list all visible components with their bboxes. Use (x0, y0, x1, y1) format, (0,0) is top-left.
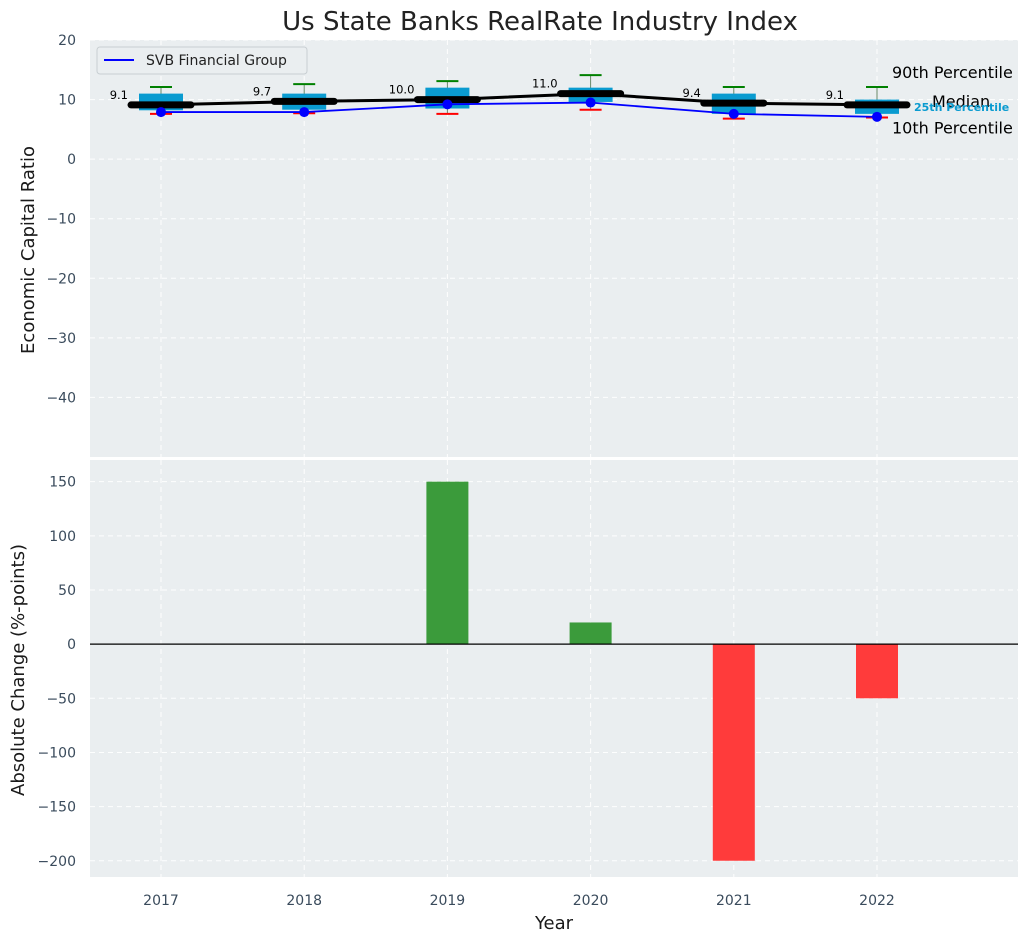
top-gridlines (90, 39, 1018, 457)
bottom-panel: 150 100 50 0 −50 −100 −150 −200 2017 2018 2019 202… (38, 460, 1018, 909)
median-value-label: 10.0 (389, 83, 415, 97)
svb-point (299, 107, 310, 118)
svb-line (161, 101, 878, 118)
median-value-label: 9.7 (253, 84, 271, 98)
annotation-median: Median (932, 92, 990, 111)
bottom-y-tick-label: −50 (46, 691, 76, 707)
legend: SVB Financial Group (96, 46, 308, 75)
bottom-y-axis-title: Absolute Change (%-points) (8, 544, 29, 796)
x-tick-label: 2018 (286, 893, 322, 909)
top-boxes: 9.1 9.7 10.0 11.0 9.4 9.1 (110, 74, 911, 120)
x-tick-label: 2017 (143, 893, 179, 909)
bottom-y-tick-label: 100 (49, 529, 76, 545)
bottom-y-tick-label: 150 (49, 475, 76, 491)
top-y-ticks: 20 10 0 −10 −20 −30 −40 (46, 33, 76, 406)
x-axis-title: Year (534, 913, 574, 934)
bottom-y-tick-label: −200 (38, 854, 76, 870)
top-y-tick-label: 20 (58, 33, 76, 49)
bottom-y-tick-label: −150 (38, 800, 76, 816)
median-value-label: 9.1 (110, 88, 128, 102)
x-tick-label: 2019 (430, 893, 466, 909)
legend-label-svb: SVB Financial Group (146, 53, 287, 69)
bottom-y-tick-label: −100 (38, 745, 76, 761)
top-y-tick-label: −20 (46, 271, 76, 287)
bottom-bars (90, 481, 1018, 861)
median-value-label: 9.1 (826, 88, 844, 102)
svb-point (442, 99, 453, 110)
bottom-x-ticks: 2017 2018 2019 2020 2021 2022 (143, 893, 895, 909)
top-series (156, 97, 882, 122)
change-bar (569, 622, 612, 645)
top-y-tick-label: 0 (67, 152, 76, 168)
x-tick-label: 2020 (573, 893, 609, 909)
median-value-label: 9.4 (683, 86, 701, 100)
legend-box (96, 46, 308, 75)
change-bar (712, 644, 755, 861)
top-y-tick-label: −30 (46, 331, 76, 347)
change-bar (426, 481, 469, 645)
top-y-tick-label: 10 (58, 93, 76, 109)
svb-point (728, 108, 739, 119)
bottom-y-ticks: 150 100 50 0 −50 −100 −150 −200 (38, 475, 76, 870)
bottom-y-tick-label: 50 (58, 583, 76, 599)
top-y-tick-label: −40 (46, 390, 76, 406)
top-y-axis-title: Economic Capital Ratio (18, 146, 39, 354)
x-tick-label: 2022 (859, 893, 895, 909)
top-panel: 20 10 0 −10 −20 −30 −40 9.1 9.7 10.0 11.0 9.4 9.1 9… (46, 33, 1018, 457)
annotation-p25: 25th Percentile (914, 101, 1009, 114)
chart-title: Us State Banks RealRate Industry Index (282, 7, 798, 37)
annotation-p10: 10th Percentile (892, 118, 1013, 137)
change-bar (856, 644, 898, 699)
bottom-y-tick-label: 0 (67, 637, 76, 653)
top-y-tick-label: −10 (46, 212, 76, 228)
svb-point (156, 107, 166, 118)
svb-point (585, 97, 596, 108)
svb-point (872, 111, 882, 122)
annotation-p90: 90th Percentile (892, 63, 1013, 82)
x-tick-label: 2021 (716, 893, 752, 909)
median-value-label: 11.0 (532, 77, 558, 91)
